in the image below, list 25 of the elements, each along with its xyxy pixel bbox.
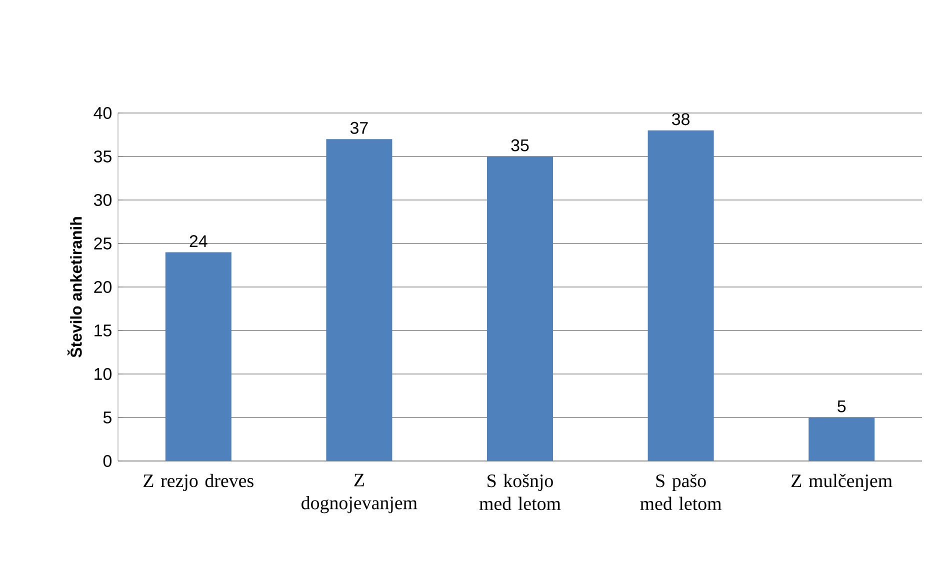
y-tick-label: 35 xyxy=(94,150,112,162)
data-label: 35 xyxy=(511,139,529,152)
x-tick-label: S pašo med letom xyxy=(640,474,722,510)
bar xyxy=(165,252,232,461)
y-tick-label: 15 xyxy=(94,324,112,336)
x-tick-label: S košnjo med letom xyxy=(479,474,561,510)
data-label: 38 xyxy=(672,113,690,126)
y-axis-title: Število anketiranih xyxy=(67,217,82,358)
y-tick-label: 10 xyxy=(94,368,112,380)
y-tick-label: 0 xyxy=(103,455,112,467)
y-tick-label: 20 xyxy=(94,281,112,293)
bar xyxy=(648,130,714,461)
data-label: 5 xyxy=(838,400,846,412)
data-label: 37 xyxy=(350,122,368,134)
bar xyxy=(326,139,392,461)
x-tick-label: Z mulčenjem xyxy=(792,474,892,492)
y-tick-label: 5 xyxy=(103,412,112,424)
y-tick-label: 25 xyxy=(94,238,112,250)
x-tick-label: Z dognojevanjem xyxy=(302,474,418,514)
y-tick-label: 40 xyxy=(94,107,112,119)
x-tick-label: Z rezjo dreves xyxy=(144,474,254,492)
y-tick-label: 30 xyxy=(94,194,112,206)
bar xyxy=(808,418,875,461)
data-label: 24 xyxy=(190,235,208,247)
bar xyxy=(487,156,554,461)
